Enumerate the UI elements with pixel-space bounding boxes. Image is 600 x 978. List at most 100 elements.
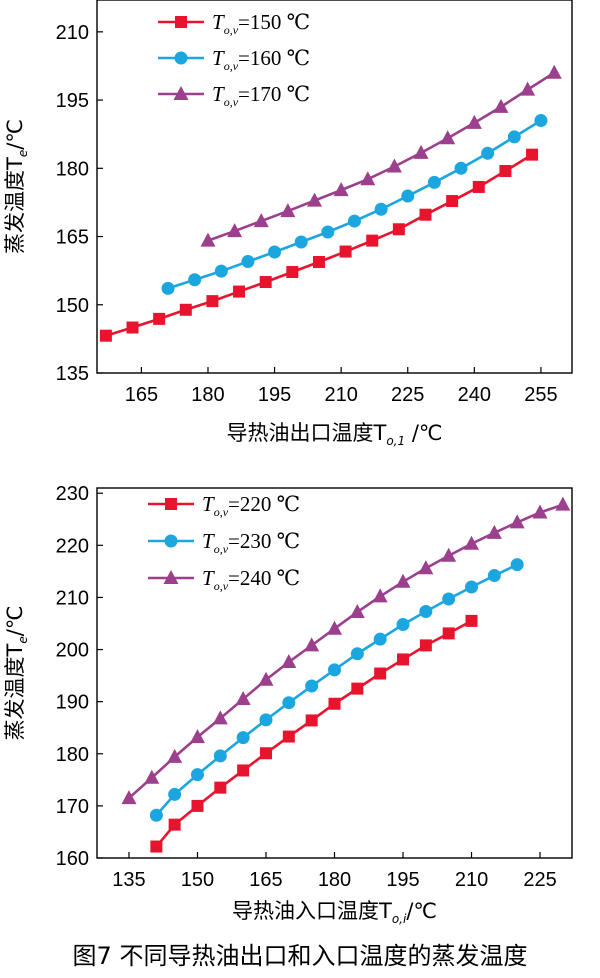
legend-entry: To,v=170 ℃ — [158, 82, 310, 109]
data-point — [188, 273, 202, 287]
data-point — [307, 192, 323, 207]
data-point — [305, 679, 319, 693]
data-point — [168, 787, 182, 801]
x-tick-label: 180 — [191, 384, 224, 406]
data-point — [259, 747, 272, 760]
data-point — [351, 682, 364, 695]
data-point — [374, 202, 388, 216]
data-point — [259, 276, 272, 289]
data-point — [286, 266, 299, 279]
data-point — [333, 182, 349, 197]
x-axis-title: 导热油入口温度To,i/℃ — [232, 899, 437, 926]
y-tick-label: 200 — [56, 640, 89, 662]
data-point — [161, 281, 175, 295]
data-point — [281, 654, 297, 669]
data-point — [442, 592, 456, 606]
legend-entry: To,v=240 ℃ — [148, 566, 300, 593]
data-point — [493, 98, 509, 113]
y-tick-label: 135 — [56, 363, 89, 385]
x-tick-label: 210 — [455, 869, 488, 891]
x-tick-label: 255 — [524, 384, 557, 406]
data-point — [401, 189, 415, 203]
data-point — [486, 524, 502, 539]
data-point — [464, 535, 480, 550]
data-point — [442, 627, 455, 640]
data-point — [305, 714, 318, 727]
data-point — [190, 768, 204, 782]
legend-entry: To,v=230 ℃ — [148, 529, 300, 556]
data-point — [347, 214, 361, 228]
legend-label: To,v=160 ℃ — [212, 46, 310, 73]
x-axis-title: 导热油出口温度To,1 /℃ — [227, 421, 443, 448]
data-point — [167, 748, 183, 763]
data-point — [153, 312, 166, 325]
y-axis-title: 蒸发温度Te/℃ — [3, 119, 30, 254]
data-point — [526, 148, 539, 161]
data-point — [374, 667, 387, 680]
data-point — [507, 130, 521, 144]
data-point — [280, 203, 296, 218]
data-point — [200, 232, 216, 247]
data-point — [440, 130, 456, 145]
series-square — [150, 614, 478, 853]
data-point — [258, 671, 274, 686]
data-point — [510, 558, 524, 572]
x-tick-label: 225 — [523, 869, 556, 891]
data-point — [227, 223, 243, 238]
data-point — [259, 713, 273, 727]
data-point — [253, 213, 269, 228]
plot-frame — [96, 0, 573, 374]
legend-entry: To,v=150 ℃ — [158, 10, 310, 37]
x-tick-label: 165 — [125, 384, 158, 406]
y-tick-label: 170 — [56, 796, 89, 818]
data-point — [214, 264, 228, 278]
legend-marker — [173, 86, 189, 100]
data-point — [366, 234, 379, 247]
y-tick-label: 165 — [56, 227, 89, 249]
y-tick-label: 230 — [56, 483, 89, 505]
data-point — [392, 223, 405, 236]
data-point — [191, 799, 204, 812]
y-tick-label: 210 — [56, 22, 89, 44]
y-tick-label: 195 — [56, 90, 89, 112]
series-circle — [161, 114, 548, 295]
data-point — [126, 321, 139, 334]
legend-marker — [175, 16, 187, 28]
x-tick-label: 195 — [258, 384, 291, 406]
data-point — [282, 696, 296, 710]
legend-entry: To,v=160 ℃ — [158, 46, 310, 73]
legend-entry: To,v=220 ℃ — [148, 492, 300, 519]
data-point — [241, 255, 255, 269]
figure-caption: 图7 不同导热油出口和入口温度的蒸发温度 — [72, 942, 528, 970]
y-tick-label: 220 — [56, 535, 89, 557]
data-point — [372, 588, 388, 603]
data-point — [534, 114, 548, 128]
legend-marker — [164, 534, 178, 548]
evaporation-vs-outlet-chart: 135 150 165 180 195 210 165 180 195 210 225 240 255 导… — [3, 0, 573, 448]
data-point — [149, 808, 163, 822]
x-tick-label: 180 — [318, 869, 351, 891]
data-point — [235, 691, 251, 706]
data-point — [386, 158, 402, 173]
x-tick-label: 135 — [112, 869, 145, 891]
x-tick-label: 225 — [391, 384, 424, 406]
y-tick-label: 190 — [56, 692, 89, 714]
x-tick-label: 165 — [249, 869, 282, 891]
series-line — [167, 119, 542, 290]
data-point — [327, 620, 342, 635]
series-square — [99, 148, 539, 342]
data-point — [237, 764, 250, 777]
data-point — [396, 618, 410, 632]
data-point — [546, 64, 562, 79]
legend-marker — [163, 570, 179, 584]
data-point — [282, 730, 295, 743]
legend-label: To,v=230 ℃ — [202, 529, 300, 556]
data-point — [144, 769, 160, 784]
legend-label: To,v=150 ℃ — [212, 10, 310, 37]
legend-marker — [165, 498, 177, 510]
data-point — [465, 580, 479, 594]
data-point — [419, 639, 432, 652]
data-point — [328, 663, 341, 677]
data-point — [472, 180, 485, 193]
data-point — [212, 710, 228, 725]
